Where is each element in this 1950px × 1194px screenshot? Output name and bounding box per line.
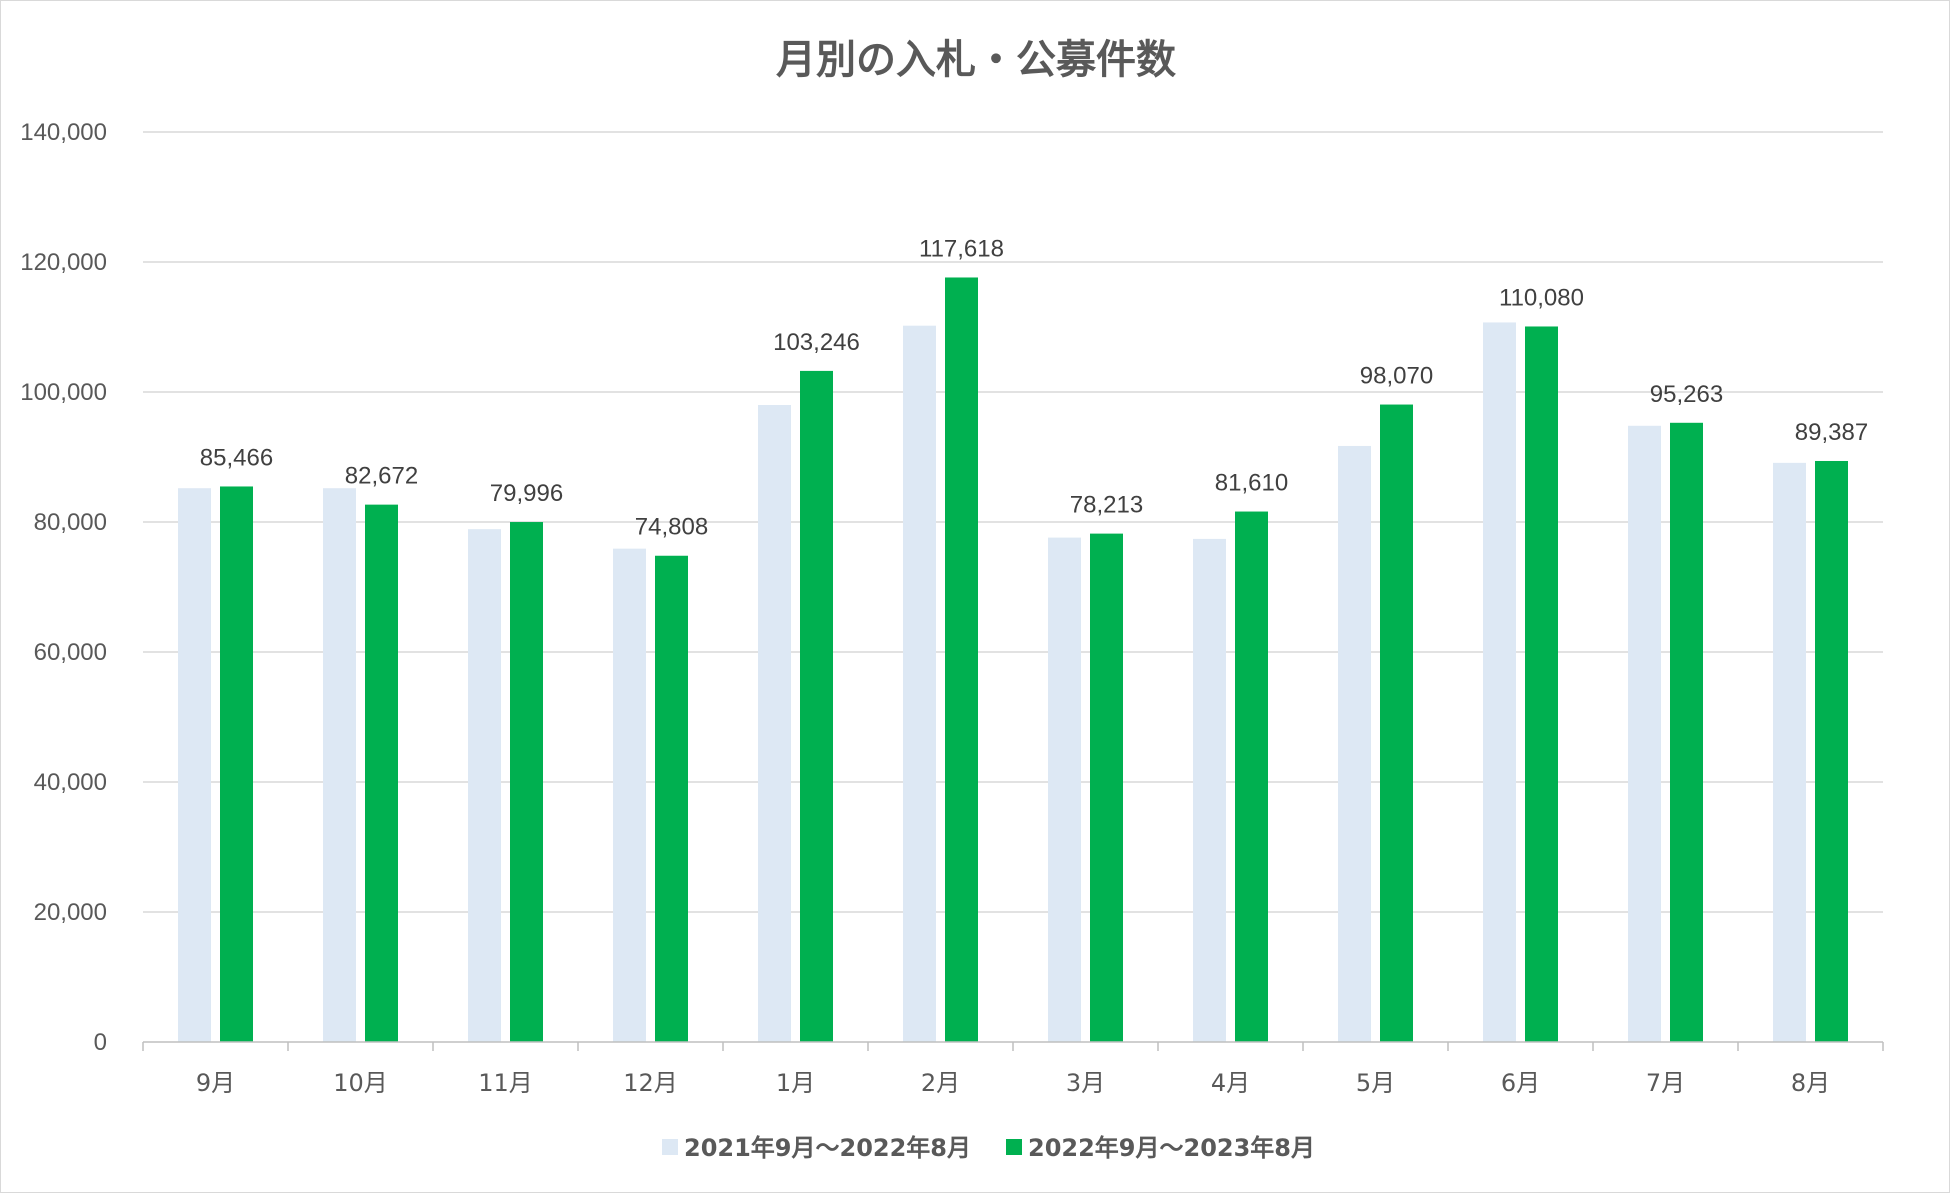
data-label: 89,387 — [1795, 419, 1868, 446]
x-tick-label: 8月 — [1791, 1069, 1830, 1097]
bar-2022-2023 — [1670, 422, 1703, 1042]
data-label: 78,213 — [1070, 492, 1143, 519]
data-labels: 85,466 82,672 79,996 74,808 103,246 117,618 78… — [200, 235, 1868, 540]
data-label: 81,610 — [1215, 470, 1288, 497]
y-tick-label: 20,000 — [34, 899, 107, 926]
y-tick-label: 120,000 — [20, 249, 107, 276]
x-tick-label: 7月 — [1646, 1069, 1685, 1097]
x-axis — [142, 1041, 1884, 1051]
bar-2021-2022 — [1048, 537, 1081, 1042]
bar-2021-2022 — [1338, 445, 1371, 1042]
x-tick-label: 1月 — [776, 1069, 815, 1097]
data-label: 110,080 — [1499, 284, 1584, 311]
bar-2021-2022 — [1773, 462, 1806, 1043]
y-axis-ticks: 0 20,000 40,000 60,000 80,000 100,000 120,000 1… — [20, 119, 107, 1056]
bar-2022-2023 — [1090, 533, 1123, 1042]
bar-2022-2023 — [945, 277, 978, 1042]
legend: 2021年9月～2022年8月 2022年9月～2023年8月 — [662, 1134, 1315, 1162]
bar-2022-2023 — [1815, 460, 1848, 1042]
bar-2022-2023 — [1380, 404, 1413, 1042]
x-axis-ticks: 9月 10月 11月 12月 1月 2月 3月 4月 5月 6月 7月 8月 — [196, 1069, 1830, 1097]
legend-swatch — [662, 1139, 678, 1155]
bar-2022-2023 — [800, 370, 833, 1042]
bar-2022-2023 — [655, 555, 688, 1042]
data-label: 82,672 — [345, 463, 418, 490]
gridlines — [143, 131, 1883, 913]
bar-2022-2023 — [1235, 511, 1268, 1042]
y-tick-label: 0 — [94, 1029, 107, 1056]
x-tick-label: 12月 — [623, 1069, 678, 1097]
data-label: 95,263 — [1650, 381, 1723, 408]
x-tick-label: 9月 — [196, 1069, 235, 1097]
bar-2021-2022 — [323, 488, 356, 1042]
y-tick-label: 140,000 — [20, 119, 107, 146]
bars — [178, 277, 1848, 1043]
x-tick-label: 3月 — [1066, 1069, 1105, 1097]
bar-2021-2022 — [468, 529, 501, 1042]
data-label: 103,246 — [773, 329, 860, 356]
bar-2021-2022 — [758, 405, 791, 1042]
data-label: 74,808 — [635, 514, 708, 541]
x-tick-label: 4月 — [1211, 1069, 1250, 1097]
bar-2022-2023 — [365, 504, 398, 1043]
bar-2021-2022 — [1483, 322, 1516, 1042]
bar-2021-2022 — [1193, 538, 1226, 1042]
bar-2021-2022 — [178, 488, 211, 1042]
bar-2022-2023 — [510, 522, 543, 1042]
data-label: 98,070 — [1360, 363, 1433, 390]
x-tick-label: 6月 — [1501, 1069, 1540, 1097]
chart-title: 月別の入札・公募件数 — [776, 37, 1176, 83]
data-label: 79,996 — [490, 480, 563, 507]
bar-2022-2023 — [1525, 326, 1558, 1043]
x-tick-label: 10月 — [333, 1069, 388, 1097]
bar-2021-2022 — [613, 548, 646, 1042]
y-tick-label: 80,000 — [34, 509, 107, 536]
legend-label: 2022年9月～2023年8月 — [1028, 1134, 1315, 1162]
x-tick-label: 2月 — [921, 1069, 960, 1097]
data-label: 85,466 — [200, 444, 273, 471]
data-label: 117,618 — [919, 235, 1004, 262]
legend-swatch — [1006, 1139, 1022, 1155]
y-tick-label: 100,000 — [20, 379, 107, 406]
bar-2021-2022 — [903, 325, 936, 1042]
x-tick-label: 5月 — [1356, 1069, 1395, 1097]
bar-2022-2023 — [220, 486, 253, 1042]
bar-2021-2022 — [1628, 425, 1661, 1042]
legend-label: 2021年9月～2022年8月 — [684, 1134, 971, 1162]
y-tick-label: 40,000 — [34, 769, 107, 796]
x-tick-label: 11月 — [478, 1069, 533, 1097]
y-tick-label: 60,000 — [34, 639, 107, 666]
